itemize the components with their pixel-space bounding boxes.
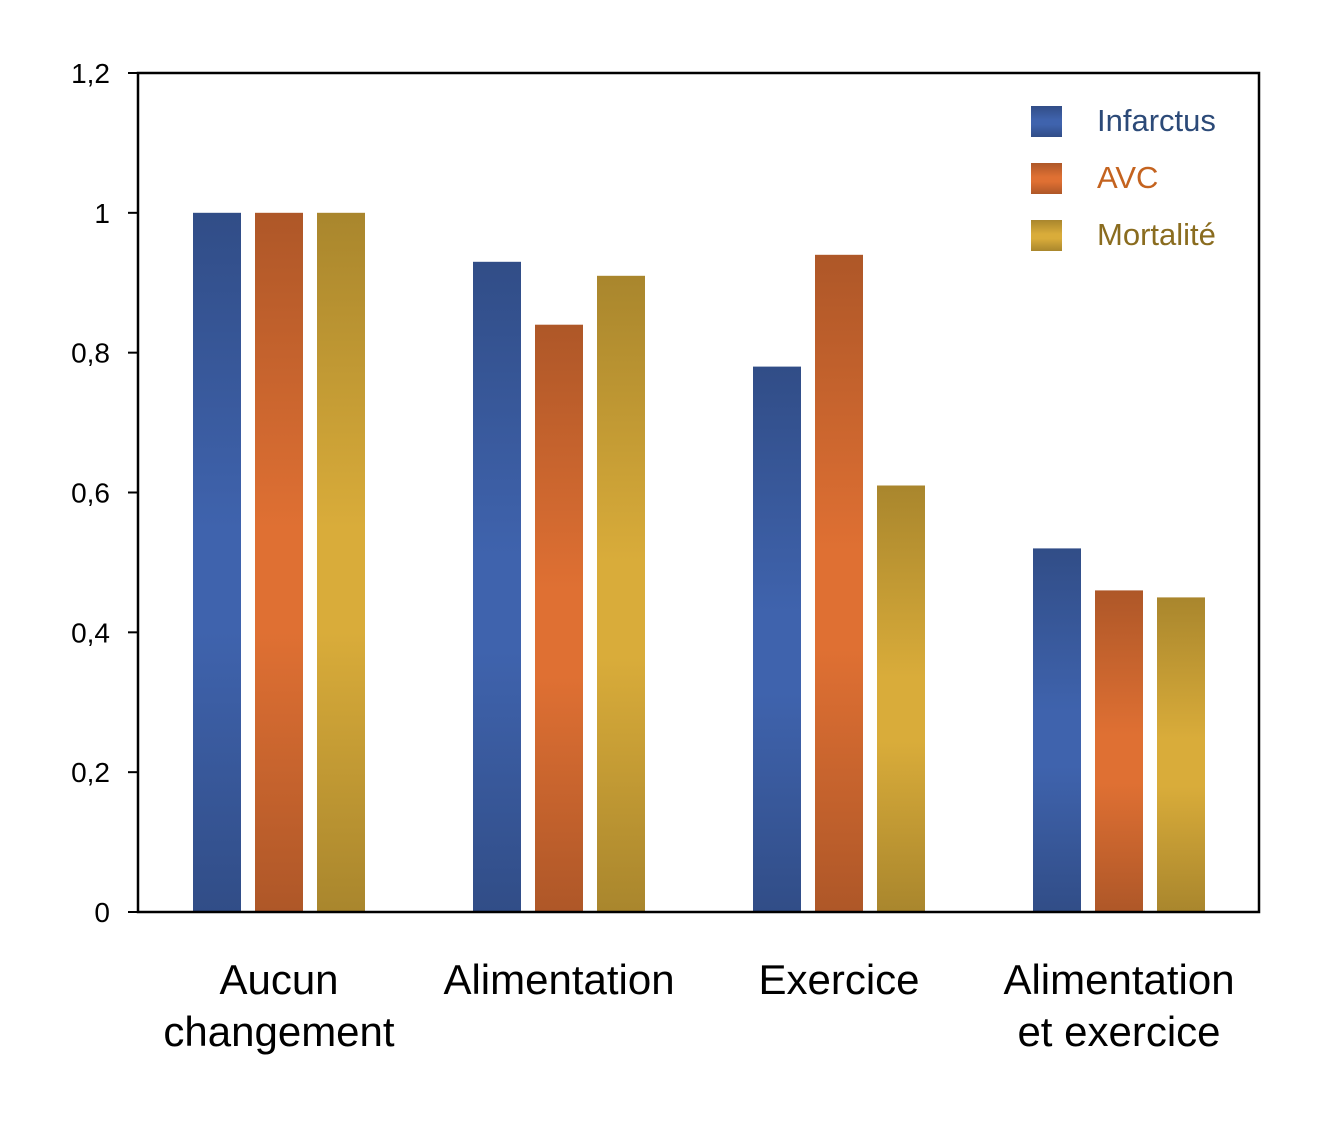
x-category-label: Alimentation et exercice (1003, 956, 1234, 1055)
x-category-label: Alimentation (443, 956, 674, 1003)
bar-mortalit--3 (1157, 597, 1205, 912)
y-tick-label: 0,6 (71, 478, 110, 509)
bar-infarctus-1 (473, 261, 521, 912)
legend-swatch (1031, 220, 1062, 251)
bar-avc-0 (255, 212, 303, 913)
y-tick-label: 1 (94, 198, 110, 229)
x-category-label: Aucun changement (163, 956, 394, 1055)
y-tick-label: 0,4 (71, 617, 110, 648)
legend-label: Mortalité (1097, 217, 1216, 252)
bars-layer (193, 212, 1205, 913)
y-tick-label: 1,2 (71, 58, 110, 89)
x-axis: Aucun changement Alimentation Exercice Alime… (163, 956, 1234, 1055)
legend-swatch (1031, 106, 1062, 137)
y-tick-label: 0 (94, 897, 110, 928)
bar-infarctus-2 (753, 366, 801, 913)
bar-mortalit--1 (597, 275, 645, 912)
x-category-label: Exercice (758, 956, 919, 1003)
bar-avc-1 (535, 324, 583, 912)
bar-avc-2 (815, 254, 863, 913)
legend-label: AVC (1097, 160, 1158, 195)
legend-swatch (1031, 163, 1062, 194)
y-axis: 0 0,2 0,4 0,6 0,8 1 1,2 (71, 58, 138, 928)
y-tick-label: 0,8 (71, 338, 110, 369)
legend-label: Infarctus (1097, 103, 1216, 138)
bar-infarctus-3 (1033, 548, 1081, 912)
bar-avc-3 (1095, 590, 1143, 912)
plot-area-frame (136, 71, 1261, 914)
legend: Infarctus AVC Mortalité (1031, 103, 1216, 252)
y-tick-label: 0,2 (71, 757, 110, 788)
bar-mortalit--0 (317, 212, 365, 913)
bar-infarctus-0 (193, 212, 241, 913)
bar-mortalit--2 (877, 485, 925, 912)
